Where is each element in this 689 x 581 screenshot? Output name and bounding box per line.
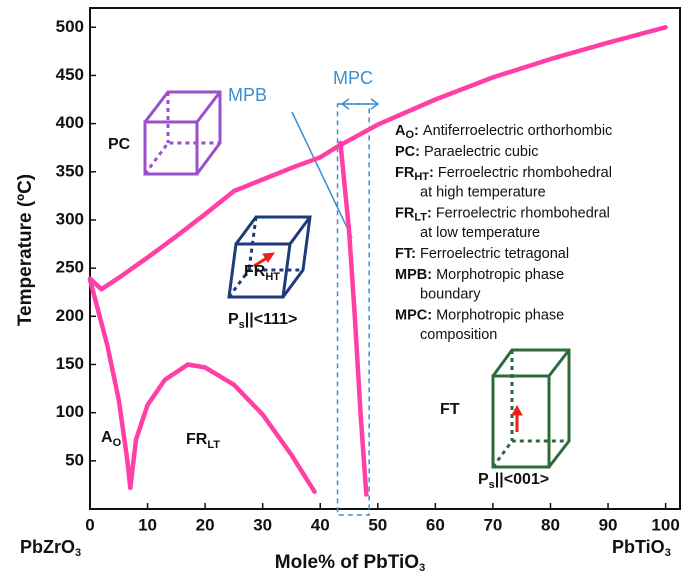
x-tick-label: 10 [138,515,157,534]
region-label: PC [108,136,131,153]
label-sub: O [113,437,122,449]
label-sub: 3 [419,562,425,574]
region-label: Ps||<111> [228,311,297,331]
definition: FRHT: Ferroelectric rhombohedral [395,165,612,183]
y-tick-label: 350 [56,161,84,180]
definition-text: Paraelectric cubic [424,144,538,160]
label-main: Mole% of PbTiO [275,552,419,573]
y-tick-label: 200 [56,306,84,325]
mpc-label: MPC [333,68,373,88]
definition: boundary [420,286,481,302]
x-axis-title: Mole% of PbTiO3 [275,552,425,574]
cube-ft [491,348,571,469]
x-tick-label: 20 [196,515,215,534]
y-tick-label: 450 [56,65,84,84]
mpc-box [336,103,370,516]
label-sub: s [239,319,245,331]
label-sub: LT [207,439,220,451]
label-main: A [101,429,113,446]
label-main: P [478,471,489,488]
definition-text: Ferroelectric tetragonal [420,246,569,262]
y-tick-label: 100 [56,402,84,421]
phase-boundary [128,362,317,494]
definition-term: PC [395,144,416,160]
definition: FRLT: Ferroelectric rhombohedral [395,205,610,223]
label-sub: 3 [75,547,81,559]
region-label: FRHT [244,263,280,283]
x-tick-label: 40 [311,515,330,534]
label-rest: ||<001> [495,471,549,488]
region-label: FT [440,401,460,418]
definition-sub: LT [414,211,427,223]
phase-boundary [87,25,668,292]
x-tick-label: 100 [651,515,679,534]
label-sub: s [489,479,495,491]
definition-term: FR [395,165,415,181]
x-tick-label: 80 [541,515,560,534]
y-tick-label: 300 [56,209,84,228]
definition-text: Morphotropic phase [436,307,564,323]
definition-text: at low temperature [420,225,540,241]
region-label: AO [101,429,122,449]
x-tick-label: 50 [368,515,387,534]
y-tick-label: 250 [56,258,84,277]
label-main: FR [186,431,208,448]
definition-term: FT [395,246,413,262]
y-axis-title: Temperature (ºC) [15,174,36,326]
definition-sub: HT [414,171,429,183]
x-tick-label: 30 [253,515,272,534]
label-rest: ||<111> [245,311,298,328]
y-tick-label: 150 [56,354,84,373]
definition: AO: Antiferroelectric orthorhombic [395,123,612,141]
definition-term: MPB [395,267,427,283]
x-tick-label: 70 [483,515,502,534]
definition: at high temperature [420,184,546,200]
mpb-label: MPB [228,85,267,105]
label-main: P [228,311,239,328]
definition-text: Ferroelectric rhombohedral [438,165,612,181]
y-tick-label: 500 [56,17,84,36]
mpb-pointer [291,111,353,239]
definition-term: FR [395,205,415,221]
definition: FT: Ferroelectric tetragonal [395,246,569,262]
definition: PC: Paraelectric cubic [395,144,538,160]
cube-fr-ht [227,215,312,299]
definition: MPC: Morphotropic phase [395,307,564,323]
definition-text: composition [420,327,497,343]
cube-pc [143,90,222,176]
phase-boundary [338,140,369,497]
definition-term: A [395,123,406,139]
region-label: FRLT [186,431,220,451]
x-end-label: PbZrO3 [20,537,81,559]
definition-text: Antiferroelectric orthorhombic [423,123,612,139]
definition: MPB: Morphotropic phase [395,267,564,283]
definition-text: Ferroelectric rhombohedral [436,205,610,221]
plot-frame [89,7,681,510]
label-sub: 3 [665,547,671,559]
definition-sub: O [405,129,414,141]
x-tick-label: 60 [426,515,445,534]
region-label: Ps||<001> [478,471,549,491]
label-main: PbZrO [20,537,75,557]
y-tick-label: 50 [65,450,84,469]
x-tick-label: 0 [85,515,94,534]
definition: at low temperature [420,225,540,241]
x-tick-label: 90 [599,515,618,534]
label-main: PbTiO [612,537,665,557]
definition-text: Morphotropic phase [436,267,564,283]
definition: composition [420,327,497,343]
label-main: FR [244,263,266,280]
definition-text: boundary [420,286,481,302]
y-tick-label: 400 [56,113,84,132]
label-sub: HT [265,271,280,283]
definition-text: at high temperature [420,184,546,200]
x-end-label: PbTiO3 [612,537,671,559]
phase-boundary [87,277,133,491]
definition-term: MPC [395,307,428,323]
